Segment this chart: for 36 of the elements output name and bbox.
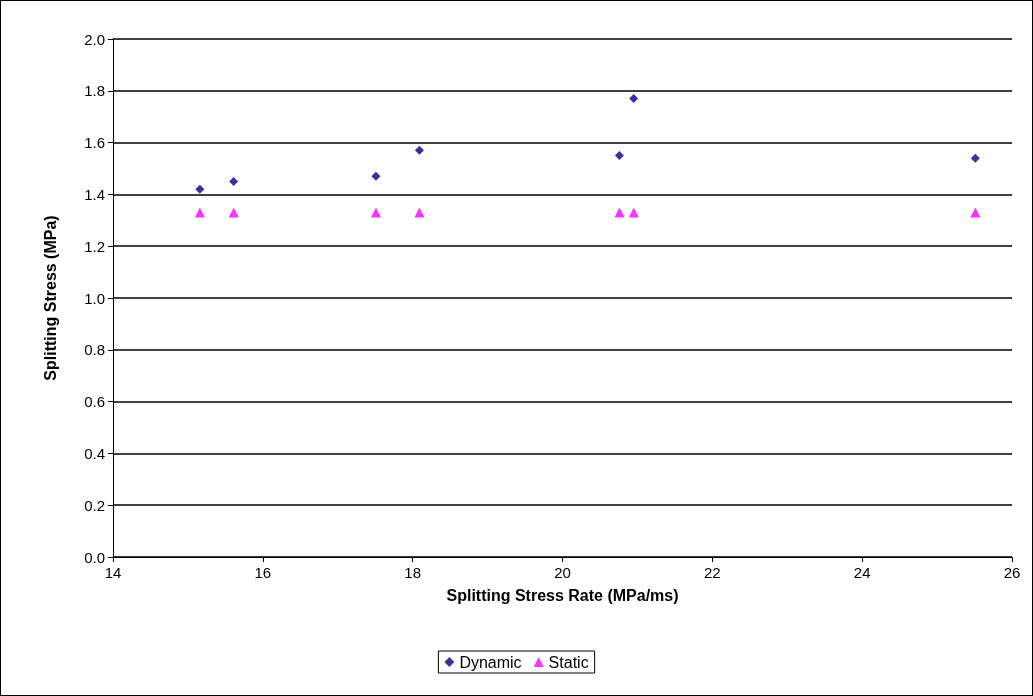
y-tick-label: 0.6 — [84, 393, 105, 411]
point — [194, 207, 205, 218]
point — [195, 184, 205, 194]
x-tick-label: 20 — [554, 564, 571, 581]
point — [228, 207, 239, 218]
y-tick-label: 0.4 — [84, 444, 105, 462]
point — [629, 94, 639, 104]
x-tick-label: 16 — [254, 564, 272, 581]
point — [614, 151, 624, 161]
point — [414, 207, 425, 218]
y-tick-label: 1.6 — [84, 134, 105, 152]
y-tick-label: 0.8 — [84, 341, 105, 359]
x-tick-label: 14 — [104, 564, 122, 581]
point — [229, 176, 239, 186]
legend-label: Dynamic — [459, 653, 522, 671]
point — [414, 145, 424, 155]
y-tick-label: 1.8 — [84, 82, 105, 100]
y-tick-label: 1.0 — [84, 289, 105, 307]
point — [370, 207, 381, 218]
x-axis-title: Splitting Stress Rate (MPa/ms) — [446, 586, 679, 604]
legend-label: Static — [548, 653, 589, 671]
y-tick-label: 1.2 — [84, 237, 105, 255]
y-tick-label: 0.0 — [84, 548, 105, 566]
y-tick-label: 2.0 — [84, 30, 105, 48]
point — [371, 171, 381, 181]
x-tick-label: 22 — [703, 564, 721, 581]
point — [628, 207, 639, 218]
x-tick-label: 18 — [404, 564, 422, 581]
x-tick-label: 24 — [853, 564, 871, 581]
y-axis-title: Splitting Stress (MPa) — [41, 215, 59, 381]
x-tick-label: 26 — [1003, 564, 1021, 581]
point — [970, 153, 980, 163]
point — [970, 207, 981, 218]
point — [614, 207, 625, 218]
y-tick-label: 0.2 — [84, 496, 105, 514]
y-tick-label: 1.4 — [84, 185, 105, 203]
